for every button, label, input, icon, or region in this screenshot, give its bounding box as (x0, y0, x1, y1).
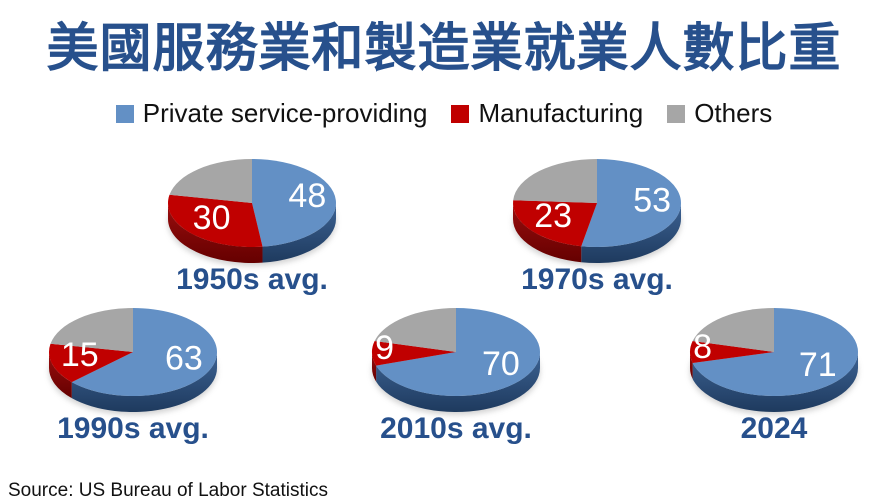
pie-value-label: 53 (633, 182, 671, 220)
pie-value-label: 9 (375, 329, 394, 367)
pie-2010s: 70 9 2010s avg. (361, 302, 551, 446)
legend-swatch-gray-icon (667, 104, 686, 123)
pie-value-label: 63 (165, 340, 203, 378)
pie-1970s-label: 1970s avg. (521, 263, 673, 296)
legend: Private service-providing Manufacturing … (0, 98, 888, 129)
pie-value-label: 48 (288, 177, 326, 215)
pie-2010s-label: 2010s avg. (380, 412, 532, 445)
pie-1950s: 48 30 1950s avg. (157, 153, 347, 297)
pie-value-label: 70 (482, 345, 520, 383)
pie-2010s-chart: 70 9 (372, 308, 540, 415)
page-title: 美國服務業和製造業就業人數比重 (46, 20, 842, 78)
pie-value-label: 15 (61, 336, 99, 374)
pie-value-label: 8 (693, 328, 712, 366)
legend-item-manufacturing: Manufacturing (451, 98, 643, 129)
pie-1950s-chart: 48 30 (168, 159, 336, 266)
pie-1990s: 63 15 1990s avg. (38, 302, 228, 446)
pie-2024-label: 2024 (740, 412, 808, 445)
legend-label-others: Others (694, 98, 773, 128)
legend-item-others: Others (667, 98, 772, 129)
pie-value-label: 30 (193, 199, 231, 237)
pie-2024-chart: 71 8 (690, 308, 858, 415)
pie-1990s-chart: 63 15 (49, 308, 218, 415)
pie-1950s-label: 1950s avg. (176, 263, 328, 296)
legend-label-manufacturing: Manufacturing (478, 98, 644, 128)
pie-value-label: 71 (799, 346, 837, 384)
source-note: Source: US Bureau of Labor Statistics (8, 480, 328, 501)
pie-1970s-chart: 53 23 (513, 159, 681, 266)
legend-swatch-blue-icon (115, 104, 134, 123)
legend-label-private-service: Private service-providing (142, 98, 428, 128)
pie-1970s: 53 23 1970s avg. (502, 153, 692, 297)
pie-1990s-label: 1990s avg. (57, 412, 209, 445)
legend-item-private-service: Private service-providing (115, 98, 428, 129)
legend-swatch-red-icon (451, 104, 470, 123)
pie-2024: 71 8 2024 (679, 302, 869, 446)
pie-value-label: 23 (534, 197, 572, 235)
